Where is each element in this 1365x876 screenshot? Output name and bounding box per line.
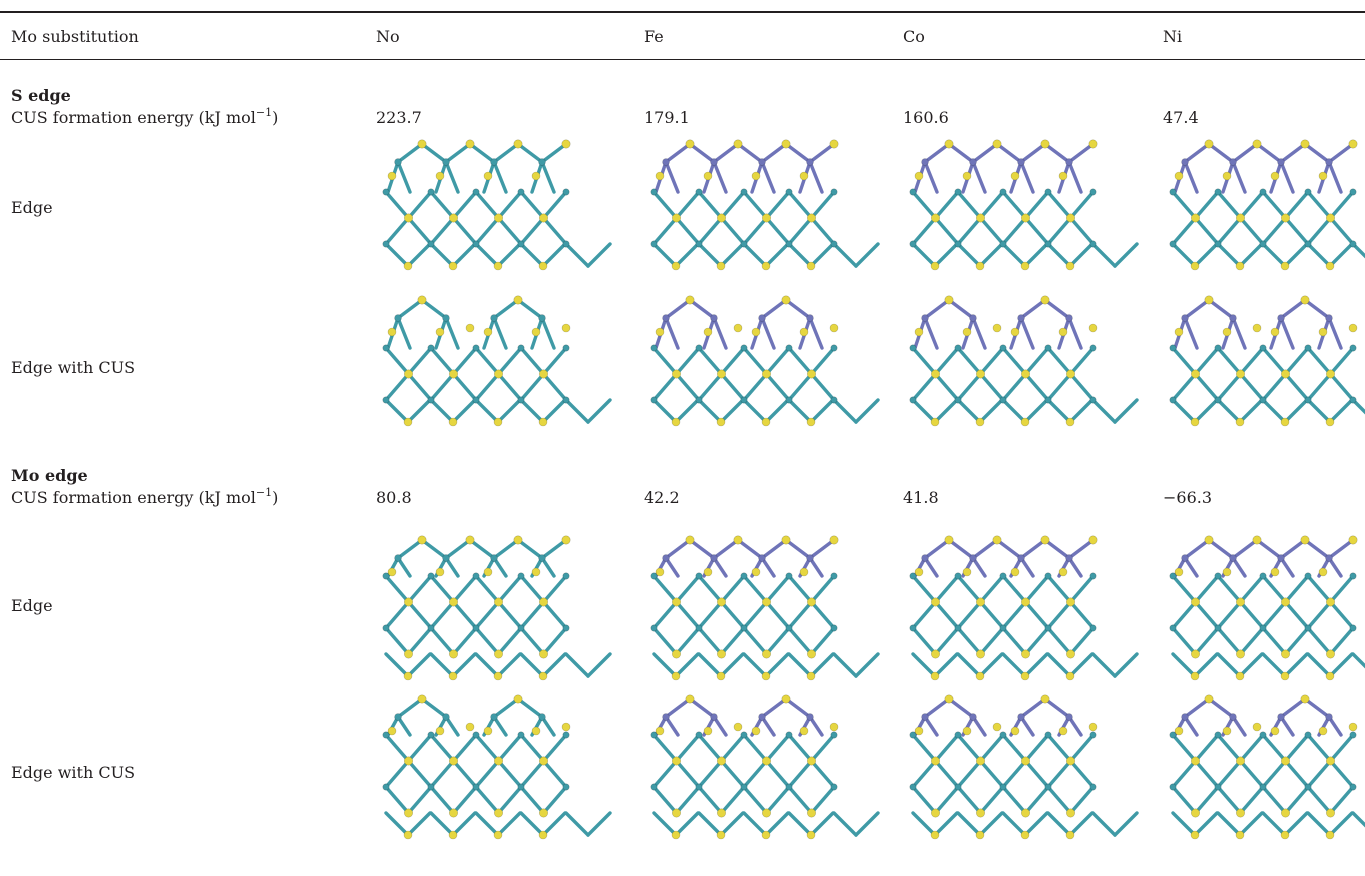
table-top-rule: [0, 11, 1365, 13]
energy-mo-ni: −66.3: [1163, 488, 1213, 507]
energy-label-mo-edge: CUS formation energy (kJ mol−1): [11, 485, 279, 507]
header-mo-substitution: Mo substitution: [11, 27, 139, 46]
structure-mo-edge-cus-none: [378, 694, 612, 840]
row-label-mo-edge-cus: Edge with CUS: [11, 763, 136, 782]
energy-mo-fe: 42.2: [644, 488, 680, 507]
energy-s-no: 223.7: [376, 108, 422, 127]
structure-mo-edge-none: [378, 535, 612, 681]
row-label-mo-edge: Edge: [11, 596, 53, 615]
structure-mo-edge-co: [905, 535, 1139, 681]
structure-mo-edge-fe: [646, 535, 880, 681]
row-label-s-edge-cus: Edge with CUS: [11, 358, 136, 377]
structure-s-edge-cus-co: [905, 295, 1139, 441]
section-title-s-edge: S edge: [11, 86, 71, 105]
structure-mo-edge-ni: [1165, 535, 1365, 681]
energy-mo-no: 80.8: [376, 488, 412, 507]
structure-s-edge-none: [378, 139, 612, 285]
energy-s-fe: 179.1: [644, 108, 690, 127]
structure-s-edge-co: [905, 139, 1139, 285]
energy-s-ni: 47.4: [1163, 108, 1199, 127]
energy-mo-co: 41.8: [903, 488, 939, 507]
structure-s-edge-cus-fe: [646, 295, 880, 441]
header-ni: Ni: [1163, 27, 1183, 46]
structure-mo-edge-cus-fe: [646, 694, 880, 840]
header-fe: Fe: [644, 27, 664, 46]
structure-s-edge-cus-ni: [1165, 295, 1365, 441]
header-no: No: [376, 27, 400, 46]
energy-label-s-edge: CUS formation energy (kJ mol−1): [11, 105, 279, 127]
structure-mo-edge-cus-ni: [1165, 694, 1365, 840]
structure-s-edge-fe: [646, 139, 880, 285]
header-co: Co: [903, 27, 925, 46]
structure-s-edge-ni: [1165, 139, 1365, 285]
structure-mo-edge-cus-co: [905, 694, 1139, 840]
structure-s-edge-cus-none: [378, 295, 612, 441]
row-label-s-edge: Edge: [11, 198, 53, 217]
table-header-rule: [0, 59, 1365, 60]
energy-s-co: 160.6: [903, 108, 949, 127]
section-title-mo-edge: Mo edge: [11, 466, 88, 485]
